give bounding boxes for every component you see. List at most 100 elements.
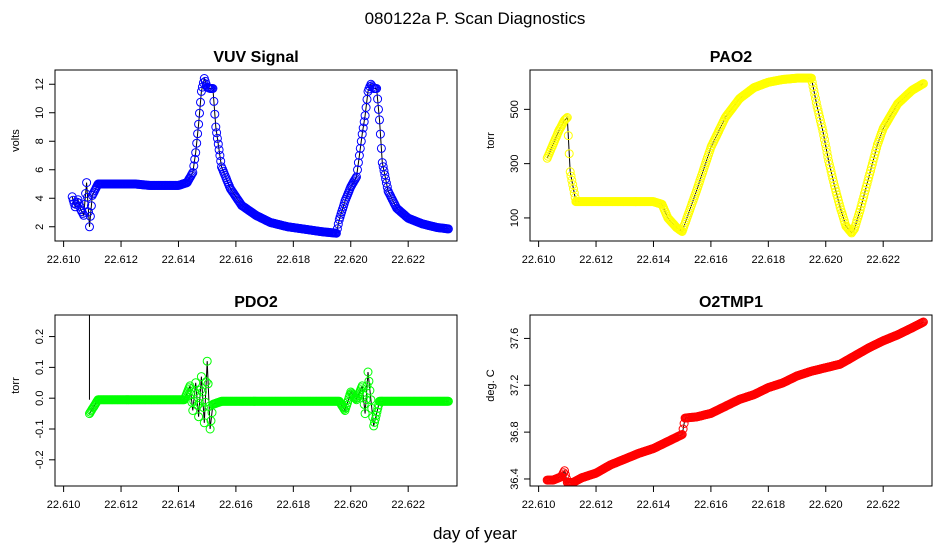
x-tick-label: 22.614 xyxy=(162,499,196,511)
data-point xyxy=(78,208,88,218)
data-point xyxy=(210,109,220,119)
data-point xyxy=(872,143,882,153)
data-point xyxy=(190,154,200,164)
data-point xyxy=(443,396,453,406)
data-point xyxy=(362,381,372,391)
vuv-signal-title: VUV Signal xyxy=(213,49,298,66)
data-point xyxy=(372,84,382,93)
y-tick-label: 36.8 xyxy=(509,421,521,442)
plot-frame xyxy=(529,69,933,242)
data-point xyxy=(569,184,578,194)
data-point xyxy=(214,145,224,155)
data-point xyxy=(918,317,928,327)
data-point xyxy=(199,418,209,428)
y-axis-label: volts xyxy=(10,129,22,152)
y-tick-label: 10 xyxy=(34,107,46,119)
data-point xyxy=(824,159,834,169)
plot-frame xyxy=(54,69,458,242)
x-tick-label: 22.618 xyxy=(277,254,311,266)
vuv-signal-panel: VUV Signal 22.610 22.612 22.614 22.616 22.618… xyxy=(10,49,458,266)
x-tick-label: 22.610 xyxy=(47,499,81,511)
pao2-title: PAO2 xyxy=(710,49,752,66)
y-tick-label: 36.4 xyxy=(509,468,521,489)
data-point xyxy=(848,227,858,236)
data-point xyxy=(807,77,817,87)
data-point xyxy=(358,123,368,133)
data-point xyxy=(866,166,876,176)
y-tick-label: 4 xyxy=(34,195,46,201)
data-point xyxy=(569,188,579,198)
data-point xyxy=(814,109,824,119)
data-point xyxy=(209,96,219,106)
x-tick-label: 22.610 xyxy=(522,499,556,511)
data-point xyxy=(564,149,574,159)
data-point xyxy=(84,207,93,217)
data-point xyxy=(196,372,206,382)
data-point xyxy=(820,139,830,149)
data-point xyxy=(361,395,371,405)
data-point xyxy=(208,84,218,93)
data-point xyxy=(855,205,865,215)
data-point xyxy=(351,173,361,183)
data-point xyxy=(203,379,213,389)
data-point xyxy=(212,128,222,138)
pao2-plot-area xyxy=(542,73,928,238)
data-point xyxy=(860,189,869,198)
figure-title: 080122a P. Scan Diagnostics xyxy=(365,9,586,28)
data-point xyxy=(370,414,380,424)
data-point xyxy=(196,385,205,395)
data-point xyxy=(67,192,77,202)
data-point xyxy=(86,201,96,211)
x-tick-label: 22.618 xyxy=(752,499,786,511)
series-line xyxy=(89,361,449,430)
data-point xyxy=(194,412,204,422)
data-point xyxy=(568,180,578,190)
data-point xyxy=(565,167,575,177)
data-point xyxy=(196,97,205,107)
data-point xyxy=(79,210,89,220)
data-point xyxy=(332,224,342,234)
o2tmp1-panel: O2TMP1 22.610 22.612 22.614 22.616 22.618 22.6… xyxy=(485,294,933,511)
data-point xyxy=(333,219,343,229)
data-point xyxy=(371,410,381,420)
pdo2-title: PDO2 xyxy=(234,294,278,311)
x-tick-label: 22.620 xyxy=(334,499,368,511)
x-tick-label: 22.612 xyxy=(579,254,613,266)
data-point xyxy=(821,143,831,153)
data-point xyxy=(813,105,823,115)
y-tick-label: -0.2 xyxy=(34,450,46,469)
y-tick-label: 8 xyxy=(34,138,46,144)
x-tick-label: 22.622 xyxy=(866,254,900,266)
data-point xyxy=(353,158,363,168)
data-point xyxy=(201,377,211,387)
data-point xyxy=(367,404,377,413)
data-point xyxy=(85,211,95,221)
y-tick-label: 2 xyxy=(34,224,46,230)
data-point xyxy=(827,170,837,180)
data-point xyxy=(195,108,204,118)
data-point xyxy=(188,168,198,178)
data-point xyxy=(730,100,739,110)
data-point xyxy=(559,468,568,478)
x-tick-label: 22.622 xyxy=(391,254,425,266)
data-point xyxy=(818,126,828,136)
data-point xyxy=(865,169,875,179)
x-tick-label: 22.616 xyxy=(694,499,728,511)
data-point xyxy=(863,176,873,185)
x-tick-label: 22.620 xyxy=(809,499,843,511)
data-point xyxy=(213,139,223,149)
y-axis-label: deg. C xyxy=(485,369,497,401)
data-point xyxy=(443,224,453,234)
data-point xyxy=(352,172,361,182)
data-point xyxy=(677,430,687,439)
o2tmp1-plot-area xyxy=(542,317,928,486)
data-point xyxy=(194,119,204,129)
data-point xyxy=(370,417,379,427)
x-tick-label: 22.616 xyxy=(219,499,253,511)
y-tick-label: 37.6 xyxy=(509,328,521,349)
data-point xyxy=(815,116,825,126)
data-point xyxy=(857,198,867,208)
data-point xyxy=(829,177,839,187)
data-point xyxy=(381,174,391,184)
plot-frame xyxy=(54,314,458,487)
